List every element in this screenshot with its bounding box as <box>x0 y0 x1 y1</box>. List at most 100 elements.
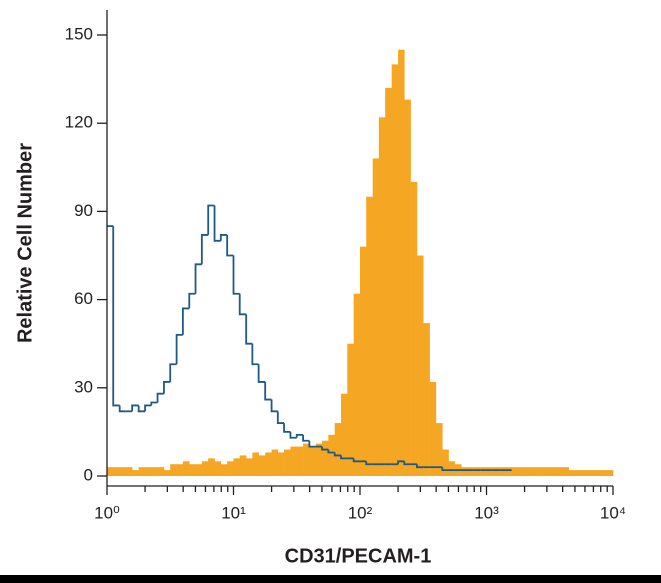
histogram-bar <box>309 446 317 476</box>
histogram-bar <box>492 467 500 476</box>
histogram-bar <box>549 467 557 476</box>
histogram-bar <box>543 467 551 476</box>
histogram-step <box>232 255 240 295</box>
histogram-step <box>245 314 253 345</box>
histogram-bar <box>448 461 456 476</box>
histogram-bar <box>227 461 234 476</box>
histogram-bar <box>562 467 570 476</box>
histogram-bar <box>385 87 392 477</box>
histogram-bar <box>435 423 443 476</box>
histogram-step <box>289 431 297 439</box>
histogram-step <box>188 292 196 309</box>
histogram-bar <box>366 196 373 476</box>
histogram-step <box>169 363 177 382</box>
histogram-bar <box>410 182 418 476</box>
histogram-step <box>194 263 202 294</box>
histogram-bar <box>537 467 544 476</box>
histogram-bar <box>113 467 120 476</box>
histogram-bar <box>360 246 367 476</box>
histogram-bar <box>265 452 272 476</box>
x-tick-label: 10¹ <box>221 503 246 522</box>
histogram-bar <box>423 323 430 476</box>
x-tick-label: 10² <box>348 503 373 522</box>
histogram-step <box>283 423 291 433</box>
histogram-bar <box>442 449 449 476</box>
histogram-bar <box>473 467 481 476</box>
histogram-bar <box>398 49 405 476</box>
histogram-step <box>321 446 329 451</box>
histogram-step <box>163 381 171 394</box>
histogram-bar <box>239 455 247 476</box>
histogram-bar <box>170 464 177 476</box>
histogram-step <box>270 399 278 413</box>
histogram-step <box>264 381 272 401</box>
histogram-step <box>207 204 215 235</box>
histogram-step <box>137 405 146 413</box>
histogram-bar <box>587 470 595 476</box>
histogram-bar <box>303 443 310 476</box>
histogram-bar <box>157 467 165 476</box>
histogram-bar <box>189 464 196 476</box>
histogram-step <box>175 333 183 365</box>
x-tick-label: 10³ <box>474 503 499 522</box>
histogram-bar <box>372 158 380 477</box>
histogram-bar <box>347 343 354 476</box>
histogram-bar <box>125 467 133 476</box>
histogram-bar <box>296 446 304 476</box>
histogram-step <box>295 433 304 438</box>
histogram-bar <box>151 467 158 476</box>
histogram-bar <box>208 458 215 476</box>
histogram-bar <box>524 467 532 476</box>
histogram-bar <box>201 461 209 476</box>
y-tick-label: 60 <box>74 289 93 308</box>
histogram-bar <box>341 393 348 476</box>
histogram-bar <box>581 470 589 476</box>
y-tick-label: 90 <box>74 201 93 220</box>
histogram-bar <box>511 467 519 476</box>
x-tick-label: 10⁰ <box>94 503 120 522</box>
histogram-bar <box>214 461 222 476</box>
y-axis-label: Relative Cell Number <box>14 143 36 343</box>
histogram-step <box>156 392 164 403</box>
histogram-step <box>365 461 373 466</box>
histogram-bar <box>107 467 114 476</box>
histogram-bar <box>284 449 291 476</box>
histogram-bar <box>499 467 506 476</box>
histogram-step <box>181 307 190 335</box>
histogram-bar <box>606 470 614 476</box>
histogram-bar <box>328 434 336 476</box>
histogram-step <box>213 205 221 242</box>
histogram-step <box>144 404 152 412</box>
histogram-step <box>200 234 209 265</box>
histogram-step <box>308 440 316 448</box>
histogram-step <box>112 226 120 407</box>
histogram-bar <box>353 293 361 476</box>
histogram-bar <box>404 99 411 477</box>
histogram-step <box>131 404 139 412</box>
histogram-bar <box>480 467 487 476</box>
histogram-bar <box>461 467 468 476</box>
histogram-step <box>251 343 259 366</box>
histogram-step <box>333 452 342 457</box>
histogram-bar <box>575 470 582 476</box>
histogram-bar <box>271 449 279 476</box>
histogram-bar <box>429 381 437 476</box>
histogram-bar <box>195 464 203 476</box>
histogram-bar <box>322 440 329 476</box>
histogram-step <box>226 234 234 257</box>
histogram-bar <box>378 117 386 476</box>
histogram-bar <box>182 461 190 476</box>
histogram-step <box>327 449 335 454</box>
histogram-step <box>416 464 424 469</box>
histogram-bar <box>138 467 146 476</box>
histogram-step <box>397 460 405 465</box>
histogram-bar <box>145 467 152 476</box>
y-tick-label: 150 <box>65 24 93 43</box>
histogram-bar <box>119 467 127 476</box>
histogram-step <box>340 455 348 460</box>
histogram-bar <box>600 470 607 476</box>
histogram-bar <box>290 446 298 476</box>
histogram-step <box>238 293 247 316</box>
histogram-bar <box>258 455 266 476</box>
histogram-bar <box>530 467 538 476</box>
